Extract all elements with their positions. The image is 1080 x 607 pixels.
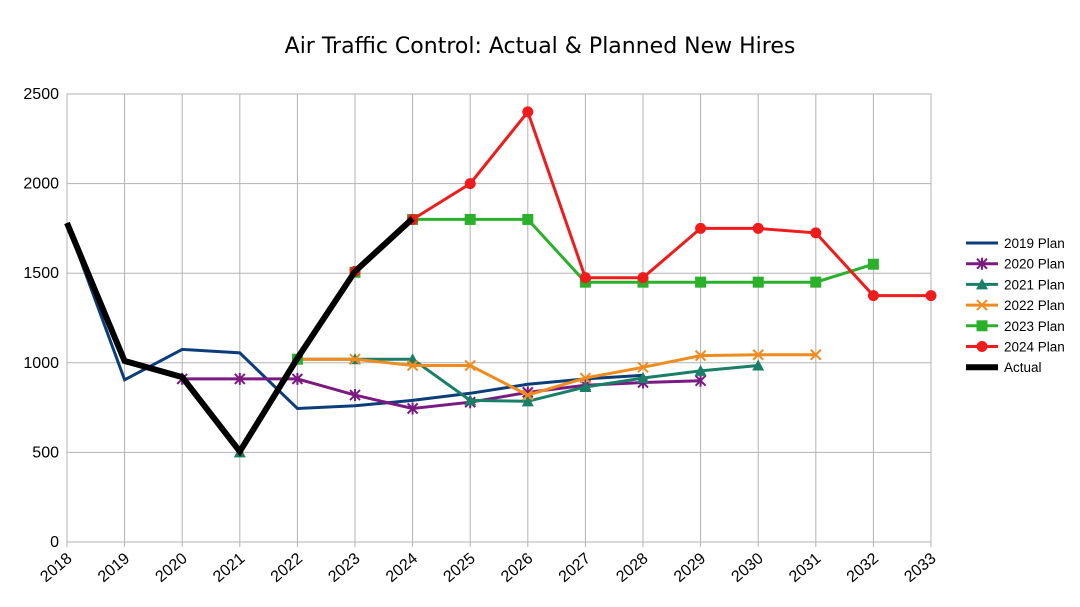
series-line: [238, 357, 759, 454]
data-point: [349, 353, 361, 365]
x-tick-label: 2020: [153, 550, 191, 586]
series-line: [64, 216, 415, 457]
legend-label: 2020 Plan: [1004, 257, 1065, 272]
legend-marker: [976, 299, 988, 311]
x-tick-label: 2026: [498, 550, 536, 586]
y-tick-label: 500: [32, 444, 59, 461]
y-tick-label: 1500: [23, 265, 59, 282]
data-point: [464, 178, 476, 190]
legend-marker: [976, 341, 988, 352]
data-point: [695, 276, 707, 288]
series-2022-plan: [291, 349, 822, 401]
legend-label: Actual: [1004, 360, 1042, 375]
y-tick-label: 0: [50, 534, 59, 551]
legend-item: 2022 Plan: [966, 298, 1065, 313]
data-point: [464, 359, 476, 372]
x-tick-label: 2028: [613, 550, 651, 586]
data-point: [752, 222, 764, 234]
legend-marker: [976, 320, 988, 332]
x-tick-label: 2018: [37, 550, 75, 586]
data-point: [522, 389, 534, 401]
legend: 2019 Plan 2020 Plan 2021 Plan 2022 Plan 2023…: [966, 236, 1065, 375]
data-point: [579, 380, 592, 392]
data-point: [234, 372, 246, 385]
data-point: [637, 361, 649, 373]
plot-frame: [66, 93, 932, 543]
chart-title: Air Traffic Control: Actual & Planned Ne…: [285, 34, 796, 59]
legend-label: 2021 Plan: [1004, 277, 1065, 292]
x-tick-label: 2024: [383, 550, 421, 586]
data-point: [925, 290, 937, 302]
x-tick-label: 2025: [441, 550, 479, 586]
legend-marker: [976, 278, 988, 290]
legend-item: Actual: [966, 360, 1042, 375]
data-point: [522, 213, 534, 225]
data-point: [291, 372, 304, 385]
legend-label: 2024 Plan: [1004, 340, 1065, 355]
series-line: [65, 222, 644, 411]
series-actual: [64, 216, 415, 457]
axes: 0 500 1000 1500 2000 2500 2018 2019 2020 2021 2022…: [23, 86, 939, 586]
data-point: [810, 349, 822, 361]
data-point: [694, 349, 707, 362]
series-2019-plan: [65, 222, 644, 411]
series-line: [297, 353, 816, 397]
data-point: [521, 395, 534, 407]
legend-label: 2022 Plan: [1004, 298, 1065, 313]
data-point: [752, 359, 765, 371]
data-point: [349, 389, 361, 402]
data-point: [867, 258, 879, 270]
data-point: [522, 106, 534, 118]
x-tick-label: 2032: [844, 550, 882, 586]
data-point: [752, 276, 764, 288]
x-tick-label: 2033: [901, 550, 939, 586]
x-tick-label: 2031: [786, 550, 824, 586]
grid: [66, 93, 932, 547]
x-tick-label: 2021: [210, 550, 248, 586]
data-point: [464, 213, 476, 225]
x-tick-label: 2030: [729, 550, 767, 586]
x-tick-label: 2022: [268, 550, 306, 586]
x-tick-label: 2027: [556, 550, 594, 586]
data-point: [637, 372, 649, 384]
data-point: [464, 394, 477, 406]
data-point: [579, 372, 592, 384]
x-tick-label: 2023: [325, 550, 363, 586]
legend-item: 2021 Plan: [966, 277, 1065, 292]
data-point: [406, 402, 419, 415]
series-2021-plan: [233, 353, 765, 458]
y-tick-label: 2500: [23, 86, 59, 103]
data-point: [867, 290, 879, 302]
data-point: [810, 276, 822, 288]
series-line: [182, 377, 701, 411]
x-tick-label: 2029: [671, 550, 709, 586]
legend-item: 2023 Plan: [966, 319, 1065, 334]
data-point: [637, 272, 649, 284]
series-layer: [64, 106, 937, 458]
data-point: [810, 227, 822, 239]
data-point: [694, 374, 707, 387]
legend-item: 2024 Plan: [966, 340, 1065, 355]
data-point: [406, 359, 419, 372]
legend-item: 2020 Plan: [966, 257, 1065, 272]
legend-label: 2023 Plan: [1004, 319, 1065, 334]
x-tick-label: 2019: [95, 550, 133, 586]
data-point: [694, 364, 707, 376]
y-tick-label: 2000: [23, 176, 59, 193]
data-point: [695, 222, 707, 234]
legend-marker: [976, 257, 988, 270]
data-point: [579, 272, 591, 284]
legend-label: 2019 Plan: [1004, 236, 1065, 251]
data-point: [752, 349, 764, 361]
legend-item: 2019 Plan: [966, 236, 1065, 251]
y-tick-label: 1000: [23, 355, 59, 372]
